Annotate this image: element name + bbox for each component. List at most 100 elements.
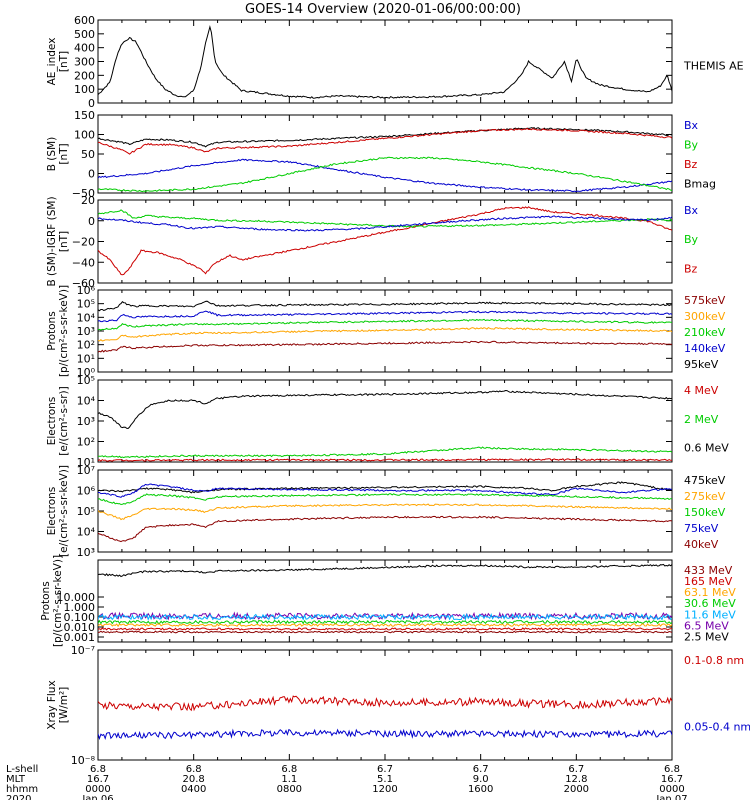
- x-axis-row-label: 2020: [6, 794, 31, 800]
- y-tick-label: 0: [88, 215, 95, 228]
- panel-frame: [97, 114, 673, 194]
- legend-entry: Bmag: [684, 177, 716, 190]
- y-tick-label: 500: [74, 28, 95, 41]
- legend-entry: Bx: [684, 204, 699, 217]
- y-tick-label: 400: [74, 42, 95, 55]
- x-axis-value: Jan 07: [655, 794, 687, 800]
- legend-entry: 63.1 MeV: [684, 586, 736, 599]
- series-line-2: [98, 446, 672, 459]
- y-tick-label: 10³: [77, 546, 95, 559]
- series-line-3: [98, 458, 672, 462]
- y-tick-label: 10⁵: [77, 374, 95, 387]
- x-axis-value: 0000: [85, 784, 110, 795]
- y-tick-label: 200: [74, 69, 95, 82]
- x-axis-value: 2000: [564, 784, 589, 795]
- x-axis-value: 16.7: [661, 774, 683, 785]
- y-tick-label: 10³: [77, 325, 95, 338]
- legend-entry: Bz: [684, 262, 698, 275]
- x-axis-row-label: MLT: [6, 774, 26, 785]
- panel-frame: [97, 199, 673, 284]
- y-tick-label: 50: [81, 148, 95, 161]
- y-tick-label: 0.010: [64, 621, 96, 634]
- series-line-1: [98, 206, 672, 276]
- y-axis-label: Protons[p/(cm²-s-sr-keV)]: [40, 555, 64, 647]
- legend-entry: 0.6 MeV: [684, 442, 729, 455]
- legend-entry: 11.6 MeV: [684, 608, 736, 621]
- y-tick-label: 10¹: [77, 456, 95, 469]
- y-tick-label: 10⁵: [77, 298, 95, 311]
- series-line-3: [98, 215, 672, 232]
- series-line-4: [98, 503, 672, 521]
- y-tick-label: 0.100: [64, 611, 96, 624]
- x-axis-value: 0800: [277, 784, 302, 795]
- y-tick-label: 100: [74, 83, 95, 96]
- y-tick-label: 10⁻⁸: [71, 754, 96, 767]
- y-tick-label: 150: [74, 109, 95, 122]
- legend-entry: 475keV: [684, 474, 726, 487]
- x-axis-value: 6.8: [90, 764, 106, 775]
- y-tick-label: 10.000: [57, 591, 96, 604]
- series-line-2: [98, 483, 672, 498]
- legend-entry: 300keV: [684, 310, 726, 323]
- y-tick-label: 10²: [77, 436, 95, 449]
- panel-8: 10⁻⁸ 10⁻⁷ Xray Flux[W/m²] 0.1-0.8 nm 0.05-0.…: [46, 644, 750, 767]
- y-tick-label: 10⁶: [77, 485, 96, 498]
- y-axis-label: AE_index[nT]: [46, 38, 70, 86]
- y-tick-label: 10⁴: [77, 526, 96, 539]
- legend-entry: 210keV: [684, 326, 726, 339]
- y-tick-label: −20: [72, 236, 95, 249]
- panel-frame: [97, 469, 673, 553]
- series-line-2: [98, 310, 672, 323]
- x-axis-value: 0400: [181, 784, 206, 795]
- x-axis-value: 6.8: [186, 764, 202, 775]
- legend-entry: Bz: [684, 158, 698, 171]
- y-tick-label: 10⁴: [77, 395, 96, 408]
- x-axis-value: 6.8: [664, 764, 680, 775]
- y-axis-label: Electrons[e/(cm²-s-sr)]: [46, 386, 70, 455]
- series-line-4: [98, 156, 672, 193]
- series-line-2: [98, 728, 672, 741]
- panel-2: −50 0 50 100 150 B (SM)[nT] Bx By Bz Bmag: [46, 109, 716, 200]
- panel-7: 0.0010.0100.1001.00010.000Protons[p/(cm²…: [40, 555, 736, 647]
- x-axis-value: 6.7: [568, 764, 584, 775]
- y-tick-label: 20: [81, 194, 95, 207]
- y-tick-label: 10⁵: [77, 505, 95, 518]
- x-axis-value: 6.7: [473, 764, 489, 775]
- legend-entry: 275keV: [684, 490, 726, 503]
- x-axis-value: 1.1: [281, 774, 297, 785]
- y-tick-label: 10⁷: [77, 464, 95, 477]
- legend-entry: Bx: [684, 119, 699, 132]
- y-tick-label: −40: [72, 256, 95, 269]
- x-axis-value: 20.8: [183, 774, 205, 785]
- series-line-3: [98, 158, 672, 193]
- legend-entry: 575keV: [684, 294, 726, 307]
- x-axis-value: 1600: [468, 784, 493, 795]
- x-axis-value: Jan 06: [81, 794, 113, 800]
- legend-entry: 40keV: [684, 538, 719, 551]
- legend-entry: 2 MeV: [684, 413, 719, 426]
- series-line-1: [98, 127, 672, 148]
- legend-entry: 95keV: [684, 358, 719, 371]
- series-line-3: [98, 493, 672, 506]
- y-axis-label: Electrons[e/(cm²-s-sr-keV)]: [46, 465, 70, 557]
- y-tick-label: 300: [74, 56, 95, 69]
- panel-3: −60 −40 −20 0 20 B (SM)-IGRF (SM)[nT] Bx By Bz: [46, 194, 699, 290]
- series-line-2: [98, 127, 672, 155]
- series-line-1: [98, 481, 672, 494]
- y-tick-label: 0: [88, 97, 95, 110]
- y-tick-label: 10⁰: [77, 366, 96, 379]
- legend-entry: 150keV: [684, 506, 726, 519]
- chart-title: GOES-14 Overview (2020-01-06/00:00:00): [245, 2, 521, 17]
- x-axis-value: 6.7: [377, 764, 393, 775]
- legend-entry: 0.05-0.4 nm: [684, 721, 750, 734]
- x-axis-value: 12.8: [565, 774, 587, 785]
- legend-entry: 165 MeV: [684, 575, 733, 588]
- legend-entry: 2.5 MeV: [684, 630, 729, 643]
- x-axis-value: 1200: [372, 784, 397, 795]
- y-tick-label: −50: [72, 187, 95, 200]
